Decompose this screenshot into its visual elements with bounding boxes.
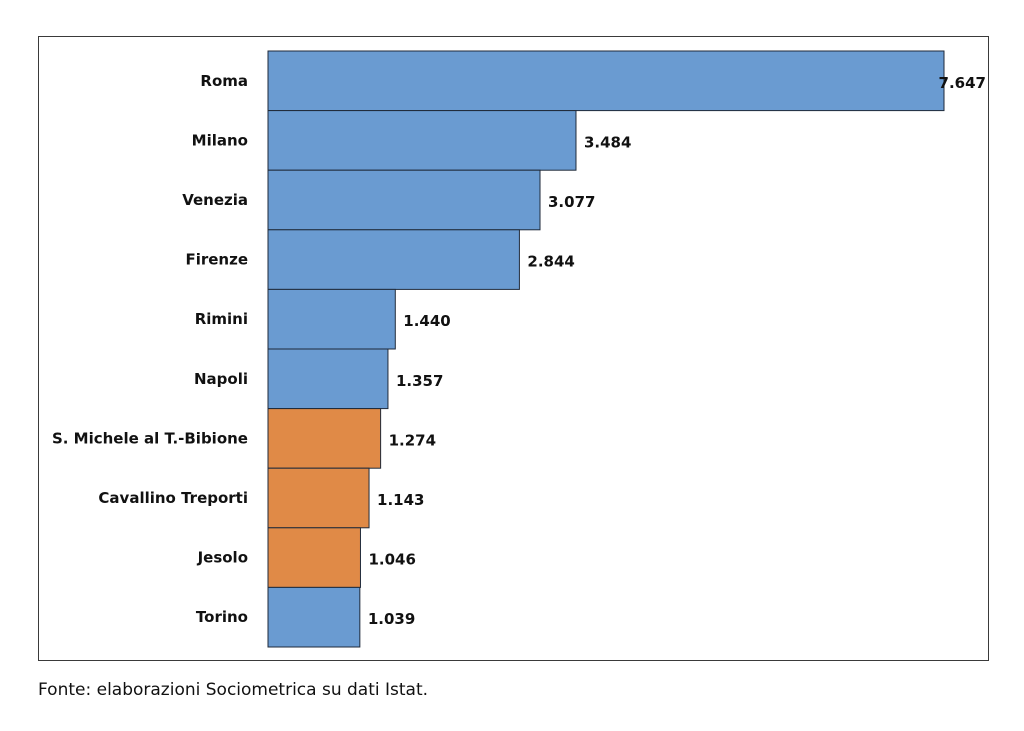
value-label: 7.647 [939,74,986,92]
value-label: 3.077 [548,193,595,211]
category-label: Rimini [195,310,248,328]
bar-venezia [267,169,541,231]
category-label: Roma [200,72,248,90]
category-label: Firenze [185,251,248,269]
category-label: Jesolo [197,549,248,567]
bar-roma [267,50,945,112]
value-label: 1.357 [396,372,443,390]
bar-napoli [267,348,389,410]
category-label: Napoli [194,370,248,388]
value-label: 3.484 [584,133,631,151]
category-label: S. Michele al T.-Bibione [52,429,248,447]
value-label: 1.046 [368,551,415,569]
category-label: Milano [192,131,248,149]
value-label: 2.844 [527,253,574,271]
bar-s-michele-al-t-bibione [267,408,382,469]
bar-milano [267,110,577,171]
bar-jesolo [267,527,361,588]
bar-firenze [267,229,520,290]
value-label: 1.274 [389,431,436,449]
source-note: Fonte: elaborazioni Sociometrica su dati… [38,680,429,700]
value-label: 1.039 [368,610,415,628]
bar-torino [267,586,361,648]
bar-rimini [267,288,396,350]
category-label: Venezia [182,191,248,209]
category-label: Cavallino Treporti [98,489,248,507]
value-label: 1.440 [403,312,450,330]
bar-cavallino-treporti [267,467,370,529]
value-label: 1.143 [377,491,424,509]
category-label: Torino [196,608,248,626]
